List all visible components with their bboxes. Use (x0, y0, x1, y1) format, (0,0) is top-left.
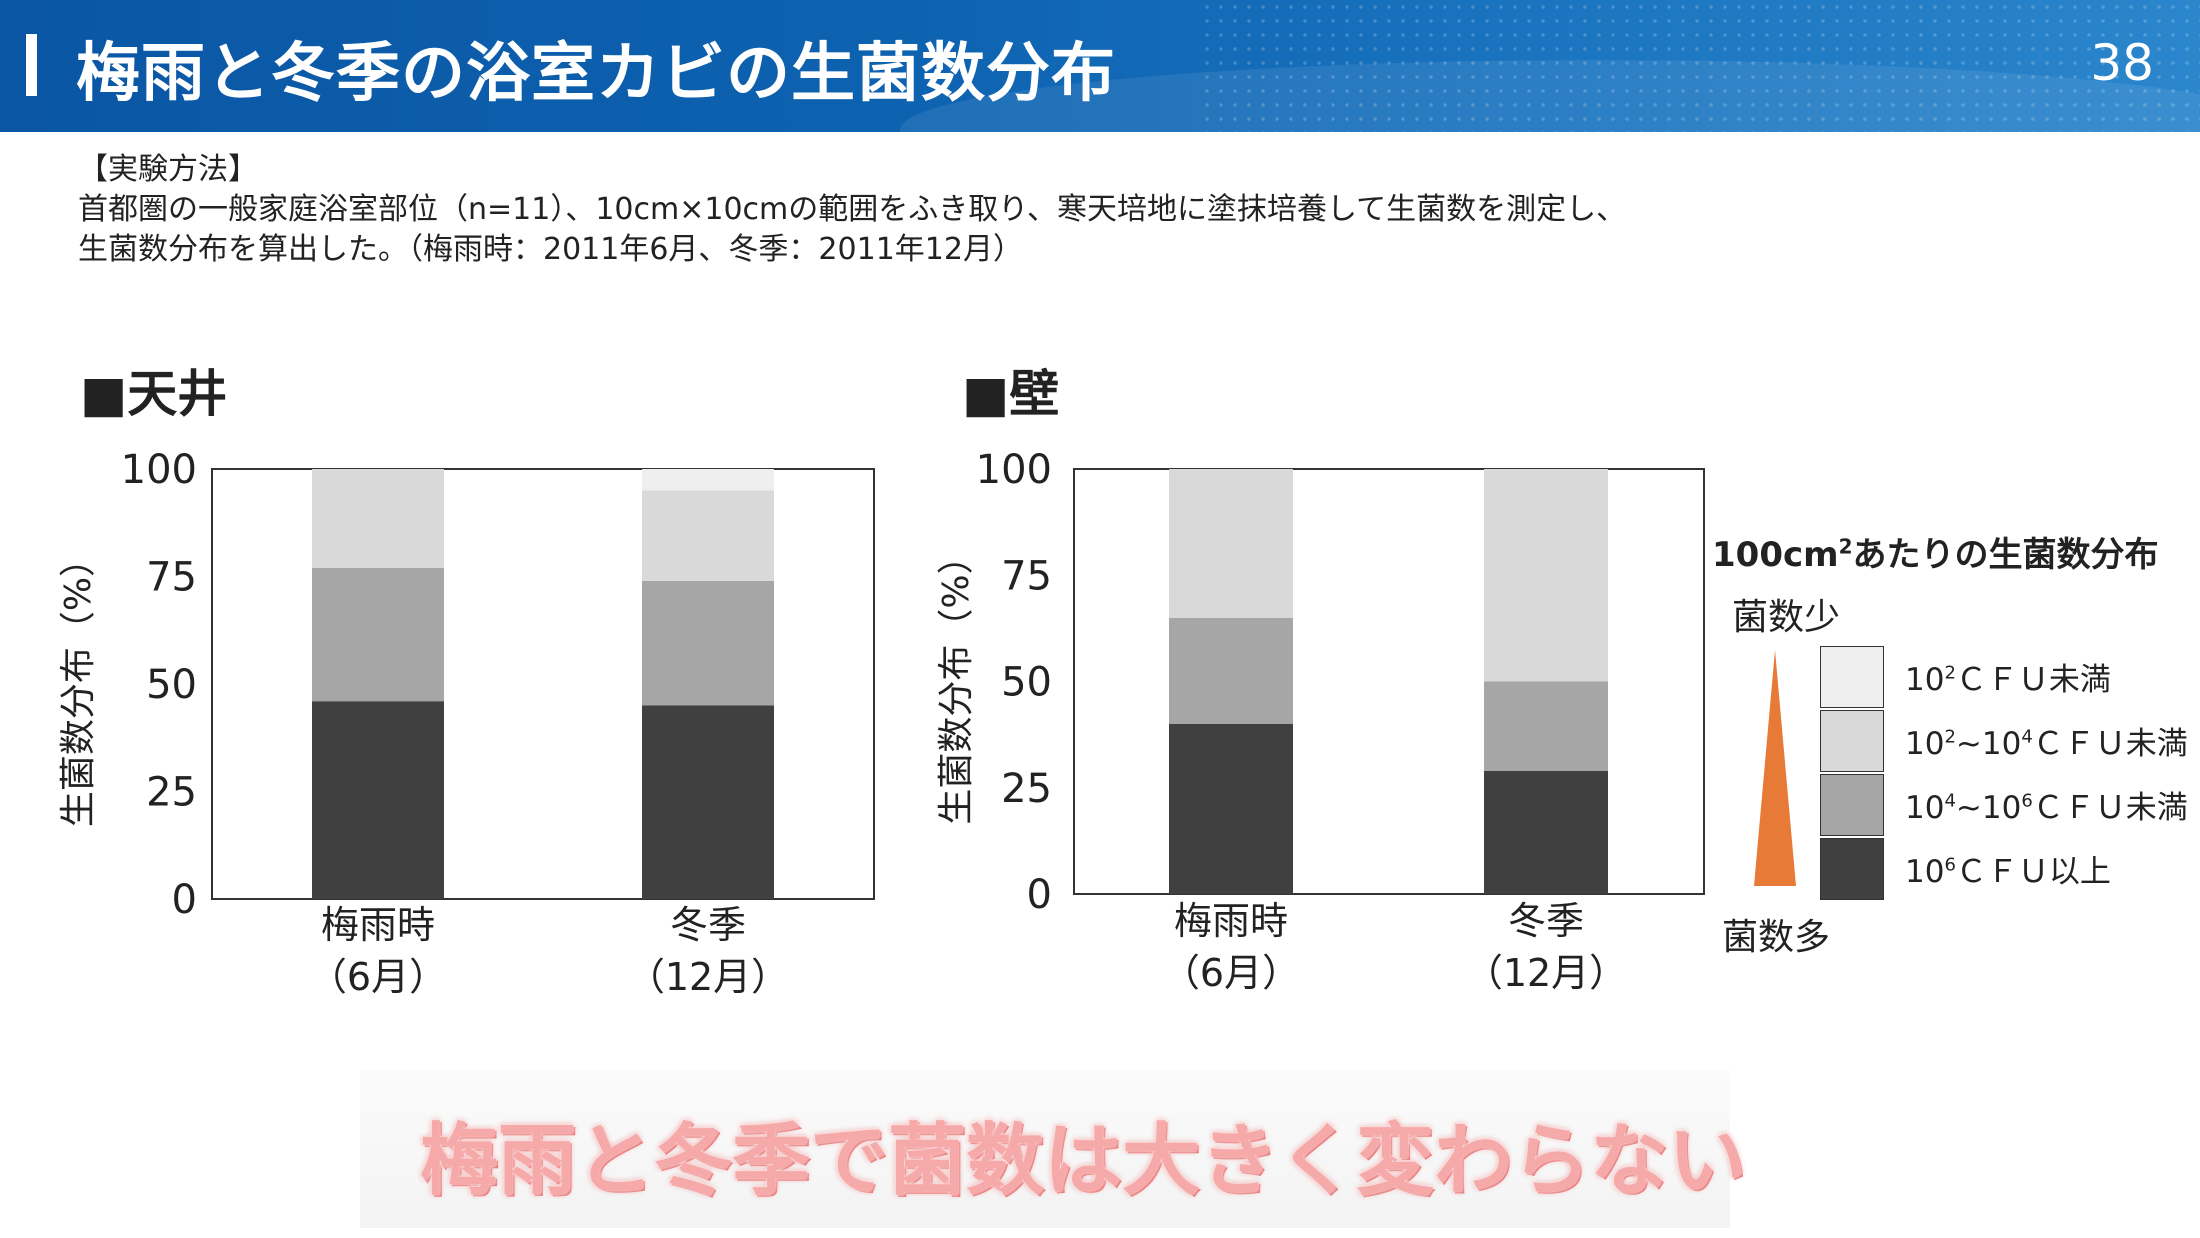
legend-1-unit: ＣＦＵ未満 (2032, 726, 2188, 762)
wall-category-label-1: 冬季 (1508, 899, 1584, 943)
method-line-1: 首都圏の一般家庭浴室部位（n=11）、10cm×10cmの範囲をふき取り、寒天培… (78, 192, 1627, 227)
ceiling-y-tick-50: 50 (146, 662, 197, 708)
legend-0-sup1: 2 (1944, 662, 1956, 684)
wall-panel-title: ■壁 (962, 365, 1060, 423)
slide-header: 梅雨と冬季の浴室カビの生菌数分布 38 (0, 0, 2200, 132)
slide-title: 梅雨と冬季の浴室カビの生菌数分布 (76, 37, 1116, 111)
ceiling-bar-1-seg-0 (642, 705, 774, 899)
ceiling-plot-area (211, 468, 875, 900)
legend-2-sup2: 6 (2021, 790, 2033, 812)
wall-y-tick-100: 100 (976, 447, 1052, 493)
ceiling-bar-0-seg-0 (312, 701, 444, 899)
wall-plot-area (1073, 468, 1705, 895)
header-dot-pattern (1200, 0, 2200, 132)
page-number: 38 (2090, 34, 2154, 92)
legend-2-base2: 10 (1981, 790, 2022, 826)
legend-3-sup1: 6 (1944, 854, 1956, 876)
legend-1-sup2: 4 (2021, 726, 2033, 748)
wall-y-tick-0: 0 (1027, 872, 1052, 918)
legend-3-unit: ＣＦＵ以上 (1955, 854, 2111, 890)
wall-bar-0-seg-0 (1169, 724, 1293, 894)
legend-label-10-4-to-10-6: 104~106ＣＦＵ未満 (1905, 782, 2188, 827)
ceiling-y-tick-100: 100 (121, 447, 197, 493)
ceiling-bar-1-seg-3 (642, 469, 774, 491)
legend-title: 100cm2あたりの生菌数分布 (1712, 527, 2158, 576)
legend-few-label: 菌数少 (1732, 597, 1841, 638)
legend-1-base2: 10 (1981, 726, 2022, 762)
legend-1-base1: 10 (1905, 726, 1945, 762)
wall-y-axis-label: 生菌数分布（%） (936, 538, 977, 824)
legend-3-base1: 10 (1905, 854, 1945, 890)
legend-swatch-ge-10-6 (1820, 838, 1884, 900)
wall-category-sublabel-1: （12月） (1465, 951, 1627, 995)
method-line-2: 生菌数分布を算出した。（梅雨時：2011年6月、冬季：2011年12月） (78, 232, 1023, 267)
ceiling-bar-1-seg-2 (642, 490, 774, 581)
legend-2-mid: ~ (1955, 790, 1982, 826)
legend-0-unit: ＣＦＵ未満 (1955, 662, 2111, 698)
ceiling-y-tick-0: 0 (172, 877, 197, 923)
ceiling-bar-0-seg-2 (312, 469, 444, 568)
ceiling-category-label-0: 梅雨時 (321, 903, 435, 947)
ceiling-bar-1-seg-1 (642, 580, 774, 706)
legend-swatch-10-4-to-10-6 (1820, 774, 1884, 836)
legend-swatch-10-2-to-10-4 (1820, 710, 1884, 772)
wall-category-sublabel-0: （6月） (1162, 951, 1300, 995)
legend-label-10-2-to-10-4: 102~104ＣＦＵ未満 (1905, 718, 2188, 763)
wall-y-tick-25: 25 (1001, 766, 1052, 812)
wall-bar-0-seg-1 (1169, 617, 1293, 724)
method-description: 【実験方法】 首都圏の一般家庭浴室部位（n=11）、10cm×10cmの範囲をふ… (78, 150, 1626, 270)
wall-bar-1-seg-1 (1484, 681, 1608, 771)
ceiling-y-axis-label: 生菌数分布（%） (58, 541, 99, 827)
conclusion-text: 梅雨と冬季で菌数は大きく変わらない (420, 1116, 1747, 1206)
legend-many-label: 菌数多 (1722, 917, 1831, 958)
ceiling-bar-0-seg-1 (312, 567, 444, 702)
legend-1-mid: ~ (1955, 726, 1982, 762)
legend-0-base1: 10 (1905, 662, 1945, 698)
legend-title-prefix: 100cm (1712, 535, 1839, 575)
legend-label-ge-10-6: 106ＣＦＵ以上 (1905, 846, 2111, 891)
legend-title-sup: 2 (1838, 534, 1853, 559)
wall-bar-1-seg-0 (1484, 770, 1608, 894)
ceiling-category-sublabel-1: （12月） (627, 955, 789, 999)
ceiling-y-tick-25: 25 (146, 770, 197, 816)
legend-title-suffix: あたりの生菌数分布 (1852, 535, 2159, 575)
ceiling-category-label-1: 冬季 (670, 903, 746, 947)
ceiling-panel-title: ■天井 (80, 365, 228, 423)
wall-y-tick-50: 50 (1001, 660, 1052, 706)
method-heading: 【実験方法】 (78, 152, 258, 187)
wall-y-tick-75: 75 (1001, 553, 1052, 599)
legend-2-base1: 10 (1905, 790, 1945, 826)
legend-label-lt-10-2: 102ＣＦＵ未満 (1905, 654, 2111, 699)
wall-category-label-0: 梅雨時 (1174, 899, 1288, 943)
wall-bar-1-seg-2 (1484, 469, 1608, 682)
legend-2-sup1: 4 (1944, 790, 1956, 812)
ceiling-y-tick-75: 75 (146, 555, 197, 601)
legend-swatch-lt-10-2 (1820, 646, 1884, 708)
wall-bar-0-seg-2 (1169, 469, 1293, 618)
legend-1-sup1: 2 (1944, 726, 1956, 748)
conclusion-banner: 梅雨と冬季で菌数は大きく変わらない (360, 1070, 1746, 1228)
ceiling-category-sublabel-0: （6月） (309, 955, 447, 999)
legend-2-unit: ＣＦＵ未満 (2032, 790, 2188, 826)
header-accent-bar (26, 34, 37, 96)
